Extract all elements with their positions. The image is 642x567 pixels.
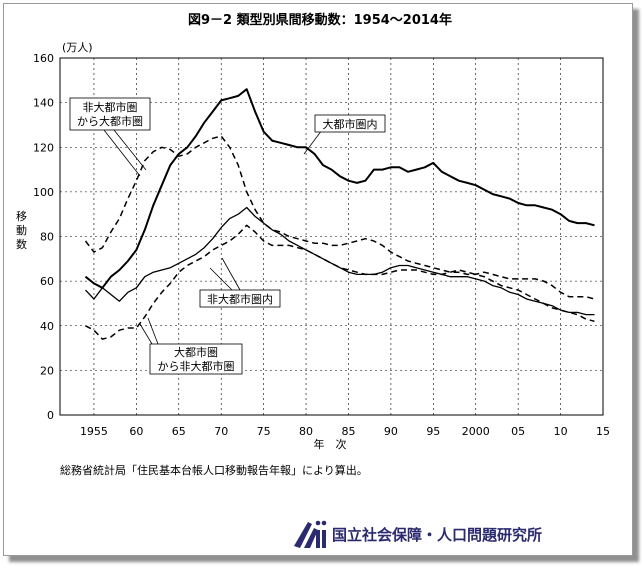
y-tick-label: 60 — [40, 275, 54, 288]
y-unit-label: (万人) — [62, 41, 93, 54]
label-nonmetro-to-metro-line1: 非大都市圏 — [83, 100, 138, 114]
organization-name: 国立社会保障・人口問題研究所 — [332, 526, 543, 544]
series-lines — [84, 88, 595, 340]
ipss-logo-icon — [294, 520, 327, 548]
y-axis-label-char: 数 — [16, 238, 27, 251]
y-axis-label: 移動数 — [16, 210, 27, 251]
leader-nonmetro-within-1 — [221, 257, 241, 291]
x-tick-label: 95 — [426, 425, 440, 438]
label-box-metro-to-nonmetro — [149, 343, 243, 375]
callout-nonmetro-within: 非大都市圏内 — [199, 257, 281, 308]
y-axis-label-char: 動 — [16, 223, 27, 237]
leader-metro-to-nonmetro-1 — [147, 317, 159, 345]
y-tick-labels: 0 20 40 60 80 100 120 140 160 — [33, 52, 54, 422]
y-tick-label: 100 — [33, 186, 54, 199]
x-tick-label: 65 — [172, 425, 186, 438]
leader-nonmetro-to-metro-2 — [103, 129, 141, 177]
leader-nonmetro-to-metro-1 — [113, 129, 147, 171]
x-tick-label: 80 — [299, 425, 313, 438]
label-metro-to-nonmetro-line2: から非大都市圏 — [158, 359, 235, 373]
y-tick-label: 120 — [33, 141, 54, 154]
x-tick-label: 2000 — [462, 425, 490, 438]
x-tick-label: 1955 — [80, 425, 108, 438]
y-axis-label-char: 移 — [16, 210, 27, 223]
leader-metro-within — [303, 129, 323, 155]
label-nonmetro-to-metro-line2: から大都市圏 — [77, 114, 143, 128]
label-box-nonmetro-within — [199, 289, 281, 308]
x-tick-label: 05 — [511, 425, 525, 438]
y-tick-label: 40 — [40, 320, 54, 333]
label-metro-to-nonmetro-line1: 大都市圏 — [174, 345, 218, 359]
x-tick-label: 75 — [257, 425, 271, 438]
label-box-nonmetro-to-metro — [69, 97, 151, 131]
x-tick-label: 90 — [384, 425, 398, 438]
organization-logo: 国立社会保障・人口問題研究所 — [290, 512, 590, 552]
x-tick-labels: 1955 60 65 70 75 80 85 90 95 2000 05 10 15 — [80, 425, 610, 438]
x-tick-label: 70 — [214, 425, 228, 438]
callout-metro-to-nonmetro: 大都市圏 から非大都市圏 — [139, 317, 243, 375]
x-axis-label: 年 次 — [314, 437, 347, 451]
callout-nonmetro-to-metro: 非大都市圏 から大都市圏 — [69, 97, 151, 177]
x-tick-label: 10 — [554, 425, 568, 438]
y-tick-label: 20 — [40, 364, 54, 377]
series-line-4 — [85, 224, 595, 340]
plot-area-border — [59, 57, 604, 416]
callout-metro-within: 大都市圏内 — [303, 114, 386, 155]
x-tick-label: 15 — [596, 425, 610, 438]
label-box-metro-within — [314, 114, 386, 133]
series-line-1 — [84, 88, 595, 289]
y-tick-label: 80 — [40, 231, 54, 244]
y-tick-label: 160 — [33, 52, 54, 65]
y-tick-label: 0 — [47, 409, 54, 422]
source-note: 総務省統計局「住民基本台帳人口移動報告年報」により算出。 — [60, 464, 368, 477]
label-metro-within: 大都市圏内 — [323, 117, 378, 131]
label-nonmetro-within: 非大都市圏内 — [207, 292, 273, 306]
series-line-3 — [85, 206, 595, 316]
y-tick-label: 140 — [33, 97, 54, 110]
x-tick-label: 85 — [341, 425, 355, 438]
leader-metro-to-nonmetro-2 — [139, 323, 153, 345]
series-line-2 — [84, 135, 595, 300]
leader-nonmetro-within-2 — [209, 267, 233, 291]
chart-title: 図9－2 類型別県間移動数：1954～2014年 — [188, 12, 452, 28]
x-tick-label: 60 — [129, 425, 143, 438]
